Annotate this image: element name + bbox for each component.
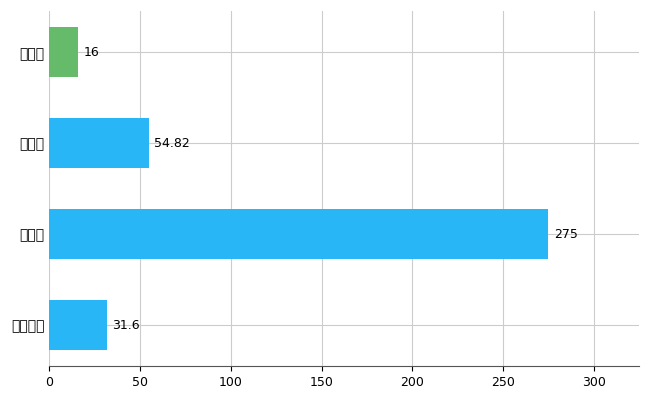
Bar: [49, 118, 149, 168]
Bar: [49, 209, 548, 259]
Text: 16: 16: [84, 46, 99, 59]
Text: 31.6: 31.6: [112, 318, 140, 332]
Bar: [49, 300, 107, 350]
Bar: [49, 27, 79, 77]
Text: 275: 275: [554, 228, 578, 241]
Text: 54.82: 54.82: [154, 137, 190, 150]
